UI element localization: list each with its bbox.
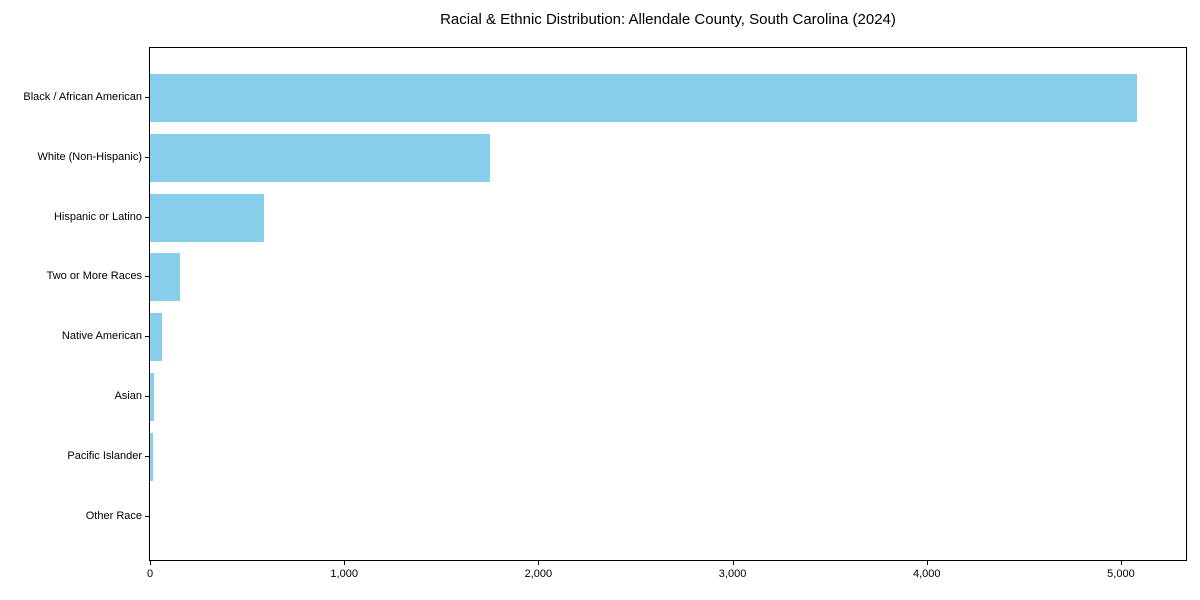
x-tick (344, 561, 346, 565)
y-tick (145, 276, 149, 278)
y-axis-label: Other Race (85, 509, 142, 522)
y-tick (145, 97, 149, 98)
y-tick (145, 396, 149, 397)
plot-area (149, 47, 1187, 561)
y-axis-label: Black / African American (23, 91, 142, 103)
y-axis-label: Pacific Islander (67, 449, 142, 462)
y-axis-label: Asian (114, 390, 142, 402)
x-tick-label: 2,000 (524, 568, 553, 580)
chart-title: Racial & Ethnic Distribution: Allendale … (440, 11, 896, 28)
y-tick (145, 515, 149, 517)
x-tick-label: 5,000 (1107, 568, 1135, 580)
y-axis-label: Hispanic or Latino (53, 210, 142, 223)
bar (150, 313, 163, 362)
x-tick (926, 561, 928, 565)
x-tick (1120, 561, 1122, 565)
y-tick (145, 216, 149, 218)
y-axis-label: Native American (61, 330, 142, 343)
bar (150, 253, 180, 302)
y-axis-label: Two or More Races (46, 270, 142, 283)
bar (150, 133, 490, 182)
bar (150, 74, 1137, 122)
x-tick-label: 4,000 (912, 568, 941, 580)
y-tick (145, 336, 149, 338)
y-axis-label: White (Non-Hispanic) (37, 150, 142, 163)
x-tick-label: 1,000 (330, 568, 358, 580)
y-tick (145, 156, 149, 158)
y-tick (145, 455, 149, 457)
x-tick (150, 561, 151, 565)
bar (150, 432, 153, 481)
x-tick (732, 561, 734, 565)
x-tick-label: 0 (146, 568, 154, 580)
x-tick-label: 3,000 (718, 568, 747, 580)
x-tick (538, 561, 540, 565)
bar (150, 373, 155, 421)
bar (150, 193, 265, 242)
